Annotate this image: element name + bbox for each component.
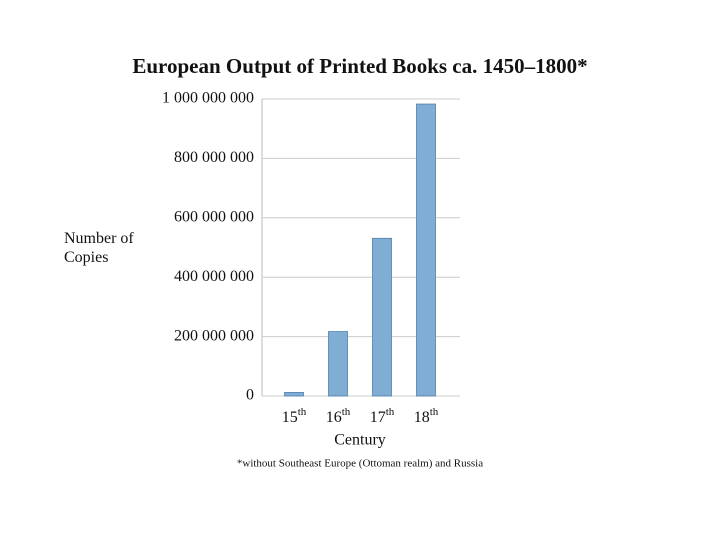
x-tick-label: 17th xyxy=(370,406,395,426)
x-axis-label: Century xyxy=(334,432,386,449)
y-axis-label: Number of Copies xyxy=(64,230,134,266)
x-tick-label: 18th xyxy=(414,406,439,426)
bar xyxy=(372,237,392,397)
y-tick-label: 0 xyxy=(246,387,254,404)
chart-title: European Output of Printed Books ca. 145… xyxy=(132,54,587,78)
bar xyxy=(284,392,304,397)
x-tick-label: 16th xyxy=(326,406,351,426)
y-tick-label: 1 000 000 000 xyxy=(162,90,254,107)
footnote: *without Southeast Europe (Ottoman realm… xyxy=(237,458,483,470)
bar xyxy=(416,103,436,397)
y-tick-label: 800 000 000 xyxy=(174,149,254,166)
y-tick-label: 600 000 000 xyxy=(174,208,254,225)
x-tick-label: 15th xyxy=(282,406,307,426)
y-tick-label: 400 000 000 xyxy=(174,268,254,285)
bar xyxy=(328,331,348,397)
y-tick-label: 200 000 000 xyxy=(174,327,254,344)
